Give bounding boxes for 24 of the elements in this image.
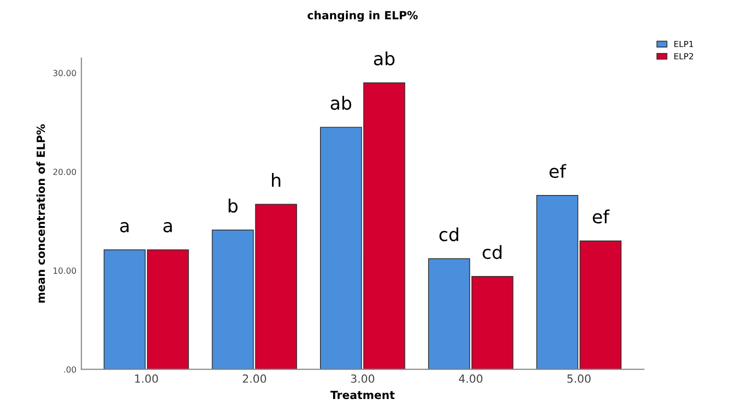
x-axis-title: Treatment [330,390,395,400]
annotation: ab [330,96,352,110]
annotation: h [272,172,280,187]
annotation: ef [592,210,610,224]
y-axis-title: mean concentration of ELP% [36,124,45,303]
annotation: b [228,198,238,213]
annotation: cd [439,227,458,242]
annotation: ab [374,51,395,66]
legend-label: ELP2 [674,53,693,60]
annotation: ef [550,164,566,178]
y-tick-label: 10.00 [54,268,76,274]
legend-label: ELP1 [674,40,694,48]
annotation: cd [482,245,502,260]
x-tick-label: 2.00 [242,374,266,383]
x-tick-label: 1.00 [135,374,158,383]
y-tick-label: .00 [64,366,76,373]
chart-title: changing in ELP% [308,10,418,22]
y-tick-label: 30.00 [53,70,76,76]
y-tick-label: 20.00 [53,168,76,176]
x-tick-label: 4.00 [458,374,482,383]
x-tick-label: 5.00 [567,374,591,383]
annotation: a [120,222,129,232]
annotation: a [163,222,172,232]
x-tick-label: 3.00 [351,374,374,383]
